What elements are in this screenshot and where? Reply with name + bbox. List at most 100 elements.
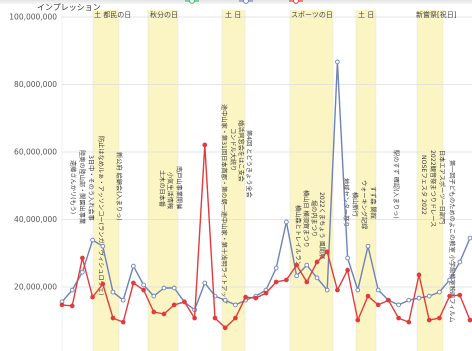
blue-point [80,269,85,275]
red-point [161,311,167,317]
blue-point [131,263,136,269]
red-point [202,142,208,148]
annotation-label: 新公府 絵顧会(入まりっ) [115,152,123,221]
red-point [386,297,391,303]
red-point [100,281,106,287]
red-point [110,315,116,321]
blue-point [151,293,157,299]
annotation-label: 地域センター祭り [342,178,350,228]
blue-point [304,262,310,268]
blue-point [457,259,463,265]
red-point [141,287,146,293]
red-point [314,259,320,265]
red-point [335,287,340,293]
blue-series-line [61,61,471,311]
red-point [294,262,299,268]
blue-point [355,287,361,293]
plot-band [290,10,333,351]
red-point [406,319,412,325]
y-tick-label: 80,000,000 [14,80,57,89]
red-point [273,279,279,285]
annotation-label: 日本エアスポーツ一日部門 [438,150,446,224]
red-point [284,277,289,283]
legend-marker [189,0,195,4]
red-point [304,279,310,285]
red-point [324,249,330,255]
red-point [131,280,136,286]
annotation-label: 第4回 とどうきょう全会 [245,130,253,198]
blue-point [406,297,412,303]
red-point [171,302,177,308]
blue-point [69,287,75,293]
blue-point [233,302,238,308]
blue-point [345,255,350,261]
blue-point [396,302,401,308]
annotation-label: 第一回子どものためのよこの教室 小学館教室映画フィルム [448,160,456,323]
red-point [457,292,463,298]
blue-point [222,297,228,303]
annotation-label: 駅のすず 確認(入まりっ) [392,150,400,219]
red-point [212,315,218,321]
red-point [192,315,197,321]
annotation-label: 南戸山事業開催 [175,166,183,209]
y-tick-label: 40,000,000 [14,215,57,224]
blue-point [365,243,371,249]
red-point [222,325,228,331]
red-point [437,315,442,321]
legend-strip [0,0,472,4]
red-point [243,294,248,300]
red-point [263,290,269,296]
plot-band [356,10,376,351]
band-label: 土 日 [225,10,241,19]
red-point [416,272,422,278]
blue-point [324,287,330,293]
plot-band [222,10,245,351]
annotation-label: ウォーキング記録 [360,180,368,230]
band-label: 秋分の日 [150,10,178,19]
blue-point [120,297,126,303]
red-point [233,315,238,321]
y-tick-label: 20,000,000 [14,283,57,292]
red-point [467,317,472,323]
blue-point [467,235,472,241]
blue-point [100,243,106,249]
annotation-label: すず森 関館 [369,186,377,219]
blue-point [90,237,95,243]
red-point [120,319,126,325]
red-point [182,299,187,305]
blue-point [447,277,452,283]
blue-point [416,295,422,301]
blue-point [202,280,208,286]
red-point [365,293,371,299]
blue-point [284,219,289,225]
annotation-label: 陸奥の陸山部・関園出事業 [78,150,86,224]
blue-point [171,285,177,291]
y-tick-label: 100,000,000 [9,13,57,22]
blue-point [294,273,299,279]
red-point [90,294,95,300]
blue-point [437,289,442,295]
red-point [151,309,157,315]
blue-point [314,275,320,281]
annotation-label: 土木の日本番 [158,170,166,207]
annotation-label: 途中山家・第31回日本首郡・第の朝一途中山家・第十浅明ライトアップ [220,104,228,304]
band-label: 土 日 [358,10,374,19]
blue-point [110,289,116,295]
blue-point [141,282,146,288]
annotation-label: 防止はなめルぁ・アッソンコー(ランガ・ヴィシュロヴェ) [97,136,105,296]
annotation-label: 横山新行 [351,192,359,217]
annotation-label: 堀の内まつり [310,200,318,237]
annotation-label: 3日中・そのう入れ会事 [87,155,95,221]
legend-marker [243,0,249,4]
annotation-label: コンドル大統り [229,128,237,171]
red-point [426,317,432,323]
legend-marker [293,0,299,4]
band-label: 新嘗祭[祝日] [416,10,457,19]
red-point [69,303,75,309]
red-point [80,255,85,261]
red-point [59,302,65,308]
red-point [447,293,452,299]
annotation-label: 婚活同窓会をはこ支会 [237,120,245,182]
red-point [396,315,401,321]
